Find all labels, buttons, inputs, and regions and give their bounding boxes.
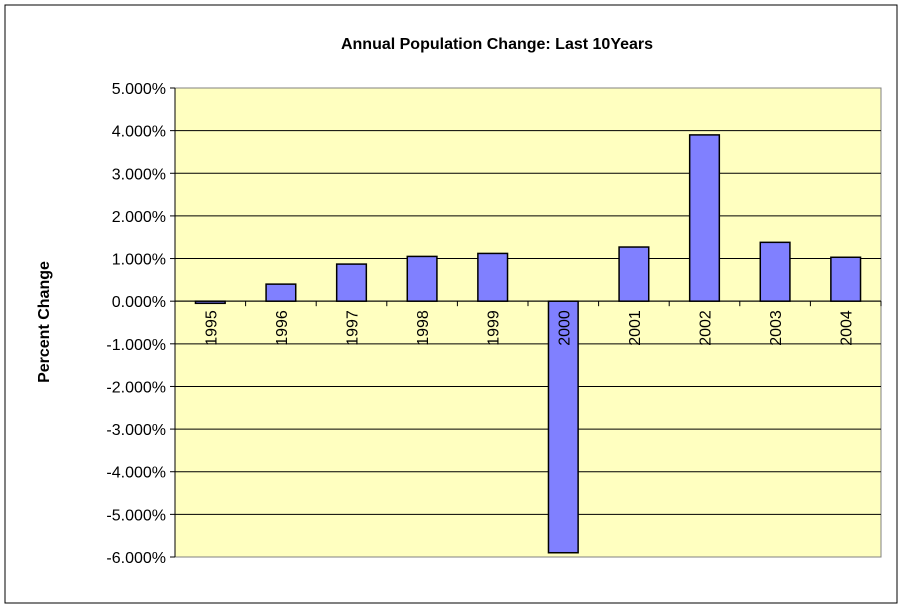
y-tick-label: 0.000% <box>112 294 166 311</box>
y-tick-label: -1.000% <box>106 337 166 354</box>
x-tick-label-1998: 1998 <box>415 310 432 346</box>
y-axis-label: Percent Change <box>36 261 53 383</box>
bars <box>194 134 862 554</box>
x-tick-label-2001: 2001 <box>627 310 644 346</box>
bar-2002 <box>688 134 721 302</box>
bar-1996 <box>265 283 297 302</box>
x-tick-label-1999: 1999 <box>486 310 503 346</box>
chart-title: Annual Population Change: Last 10Years <box>341 36 653 53</box>
y-tick-label: -5.000% <box>106 507 166 524</box>
y-tick-label: -4.000% <box>106 465 166 482</box>
x-tick-label-2003: 2003 <box>768 310 785 346</box>
y-tick-label: 1.000% <box>112 252 166 269</box>
y-tick-label: 4.000% <box>112 124 166 141</box>
y-tick-label: -2.000% <box>106 379 166 396</box>
y-axis-ticks: 5.000% 4.000% 3.000% 2.000% 1.000% 0.000% -1.0… <box>106 81 176 567</box>
y-tick-label: 3.000% <box>112 166 166 183</box>
plot-area <box>174 87 882 558</box>
y-tick-label: 2.000% <box>112 209 166 226</box>
x-tick-label-2000: 2000 <box>556 310 573 346</box>
x-tick-label-2002: 2002 <box>698 310 715 346</box>
x-tick-label-1997: 1997 <box>345 310 362 346</box>
bar-2003 <box>759 241 791 302</box>
bar-1998 <box>406 255 438 302</box>
y-tick-label: -6.000% <box>106 550 166 567</box>
x-tick-label-1995: 1995 <box>203 310 220 346</box>
bar-2000 <box>547 300 579 554</box>
bar-1997 <box>335 263 368 302</box>
y-tick-label: 5.000% <box>112 81 166 98</box>
y-tick-label: -3.000% <box>106 422 166 439</box>
x-axis-ticks: 1995 1996 1997 1998 1999 2000 2001 2002 2003 2004 <box>174 300 882 346</box>
bar-2004 <box>830 256 862 302</box>
bar-2001 <box>618 246 650 302</box>
bar-1999 <box>477 252 509 302</box>
x-tick-label-2004: 2004 <box>839 310 856 346</box>
x-tick-label-1996: 1996 <box>274 310 291 346</box>
